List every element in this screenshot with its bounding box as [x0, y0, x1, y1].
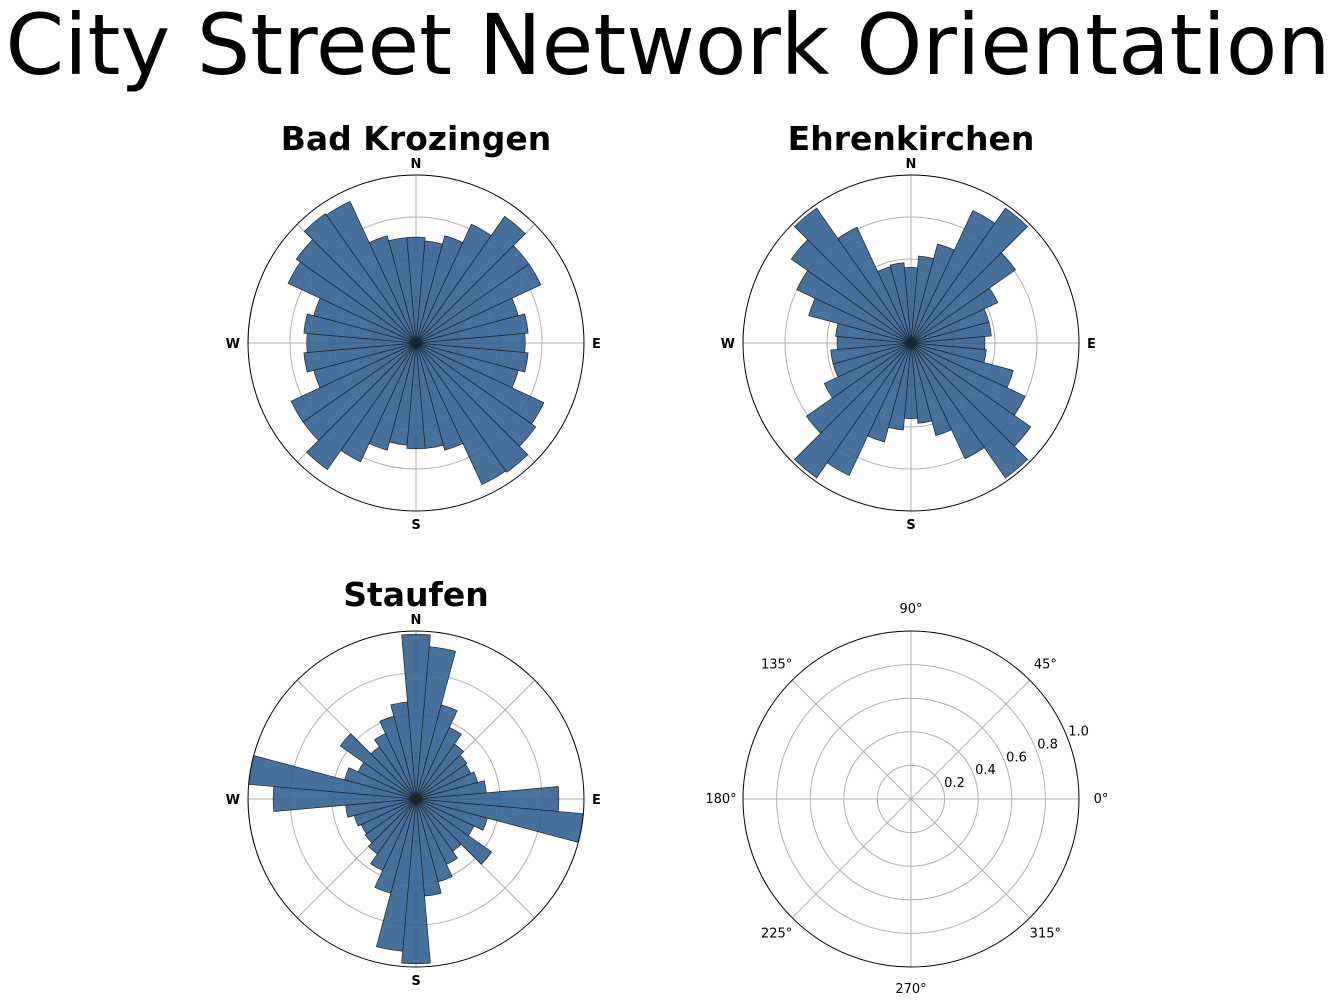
- grid-spoke: [791, 798, 912, 919]
- bar-bin-320: [794, 207, 912, 344]
- subplot-title: Bad Krozingen: [281, 119, 552, 158]
- bar-bin-150: [415, 342, 507, 486]
- bar-bin-260: [303, 342, 417, 373]
- bar-bin-180: [401, 798, 431, 964]
- angle-tick-label: 225°: [761, 926, 792, 941]
- bar-bin-50: [415, 754, 468, 800]
- angle-tick-label: 135°: [761, 658, 792, 673]
- grid-spoke: [910, 679, 1031, 800]
- subplot-title: Ehrenkirchen: [788, 119, 1035, 158]
- bar-bin-40: [415, 743, 465, 800]
- bar-bin-220: [306, 342, 417, 471]
- angle-tick-label: 180°: [705, 792, 736, 807]
- bar-bin-150: [910, 342, 985, 460]
- bar-bin-200: [374, 798, 417, 894]
- bar-bin-310: [339, 733, 417, 800]
- figure-title: City Street Network Orientation: [5, 0, 1331, 94]
- polar-frame: [247, 174, 585, 512]
- polar-chart-4: 0° 45° 90° 135° 180° 225° 270° 315° 0.2 0.4 0.6 0.8…: [705, 602, 1108, 997]
- bar-bin-290: [344, 767, 417, 800]
- direction-label-s: S: [411, 974, 420, 989]
- bar-bin-160: [415, 342, 464, 451]
- bar-bin-350: [388, 237, 417, 344]
- bar-bin-330: [325, 200, 417, 344]
- radial-tick-label: 0.2: [944, 776, 965, 791]
- bar-bin-80: [910, 321, 992, 344]
- radial-tick-label: 1.0: [1068, 725, 1089, 740]
- angle-tick-label: 90°: [899, 602, 922, 617]
- direction-label-n: N: [411, 157, 422, 172]
- bar-bin-350: [390, 701, 417, 800]
- direction-label-e: E: [592, 337, 601, 352]
- direction-label-w: W: [226, 337, 240, 352]
- bar-bin-60: [910, 287, 999, 344]
- bar-bin-140: [910, 342, 1028, 479]
- direction-label-e: E: [592, 793, 601, 808]
- direction-label-e: E: [1087, 337, 1096, 352]
- radial-tick-label: 0.4: [975, 763, 996, 778]
- angle-tick-label: 270°: [895, 982, 926, 997]
- angle-tick-label: 315°: [1030, 926, 1061, 941]
- bar-bin-260: [830, 342, 912, 365]
- direction-label-w: W: [226, 793, 240, 808]
- bar-bin-50: [910, 252, 1017, 344]
- polar-frame: [247, 630, 585, 968]
- direction-label-n: N: [906, 157, 917, 172]
- bar-bin-210: [370, 798, 417, 872]
- angle-tick-label: 45°: [1034, 658, 1057, 673]
- angle-tick-label: 0°: [1094, 792, 1109, 807]
- bar-bin-220: [367, 798, 417, 855]
- bar-bin-110: [415, 798, 488, 831]
- bar-bin-230: [364, 798, 417, 844]
- bar-bin-140: [415, 342, 529, 473]
- direction-label-w: W: [721, 337, 735, 352]
- bar-bin-30: [415, 726, 462, 800]
- direction-label-s: S: [411, 518, 420, 533]
- bar-bin-320: [303, 213, 417, 344]
- bar-bin-240: [823, 342, 912, 399]
- bar-bin-350: [889, 262, 912, 344]
- bar-bin-40: [910, 207, 1028, 344]
- bar-bin-240: [290, 342, 417, 423]
- bar-bin-180: [406, 342, 426, 450]
- bar-bin-220: [794, 342, 912, 479]
- bar-bin-230: [805, 342, 912, 434]
- grid-spoke: [791, 679, 912, 800]
- bar-bin-330: [837, 226, 912, 344]
- bar-bin-80: [415, 313, 529, 344]
- grid-spoke: [910, 798, 1031, 919]
- bar-bin-160: [910, 342, 952, 436]
- bar-bin-60: [415, 263, 542, 344]
- direction-label-s: S: [906, 518, 915, 533]
- bar-bin-40: [415, 215, 526, 344]
- subplot-title: Staufen: [343, 575, 489, 614]
- polar-frame: [742, 174, 1080, 512]
- direction-label-n: N: [411, 613, 422, 628]
- bar-bin-170: [910, 342, 933, 424]
- radial-tick-label: 0.6: [1006, 750, 1027, 765]
- bar-bin-20: [415, 704, 458, 800]
- bar-bin-340: [368, 235, 417, 344]
- bar-bin-130: [415, 798, 493, 865]
- polar-frame: [742, 630, 1080, 968]
- bar-bin-0: [401, 634, 431, 800]
- radial-tick-label: 0.8: [1037, 738, 1058, 753]
